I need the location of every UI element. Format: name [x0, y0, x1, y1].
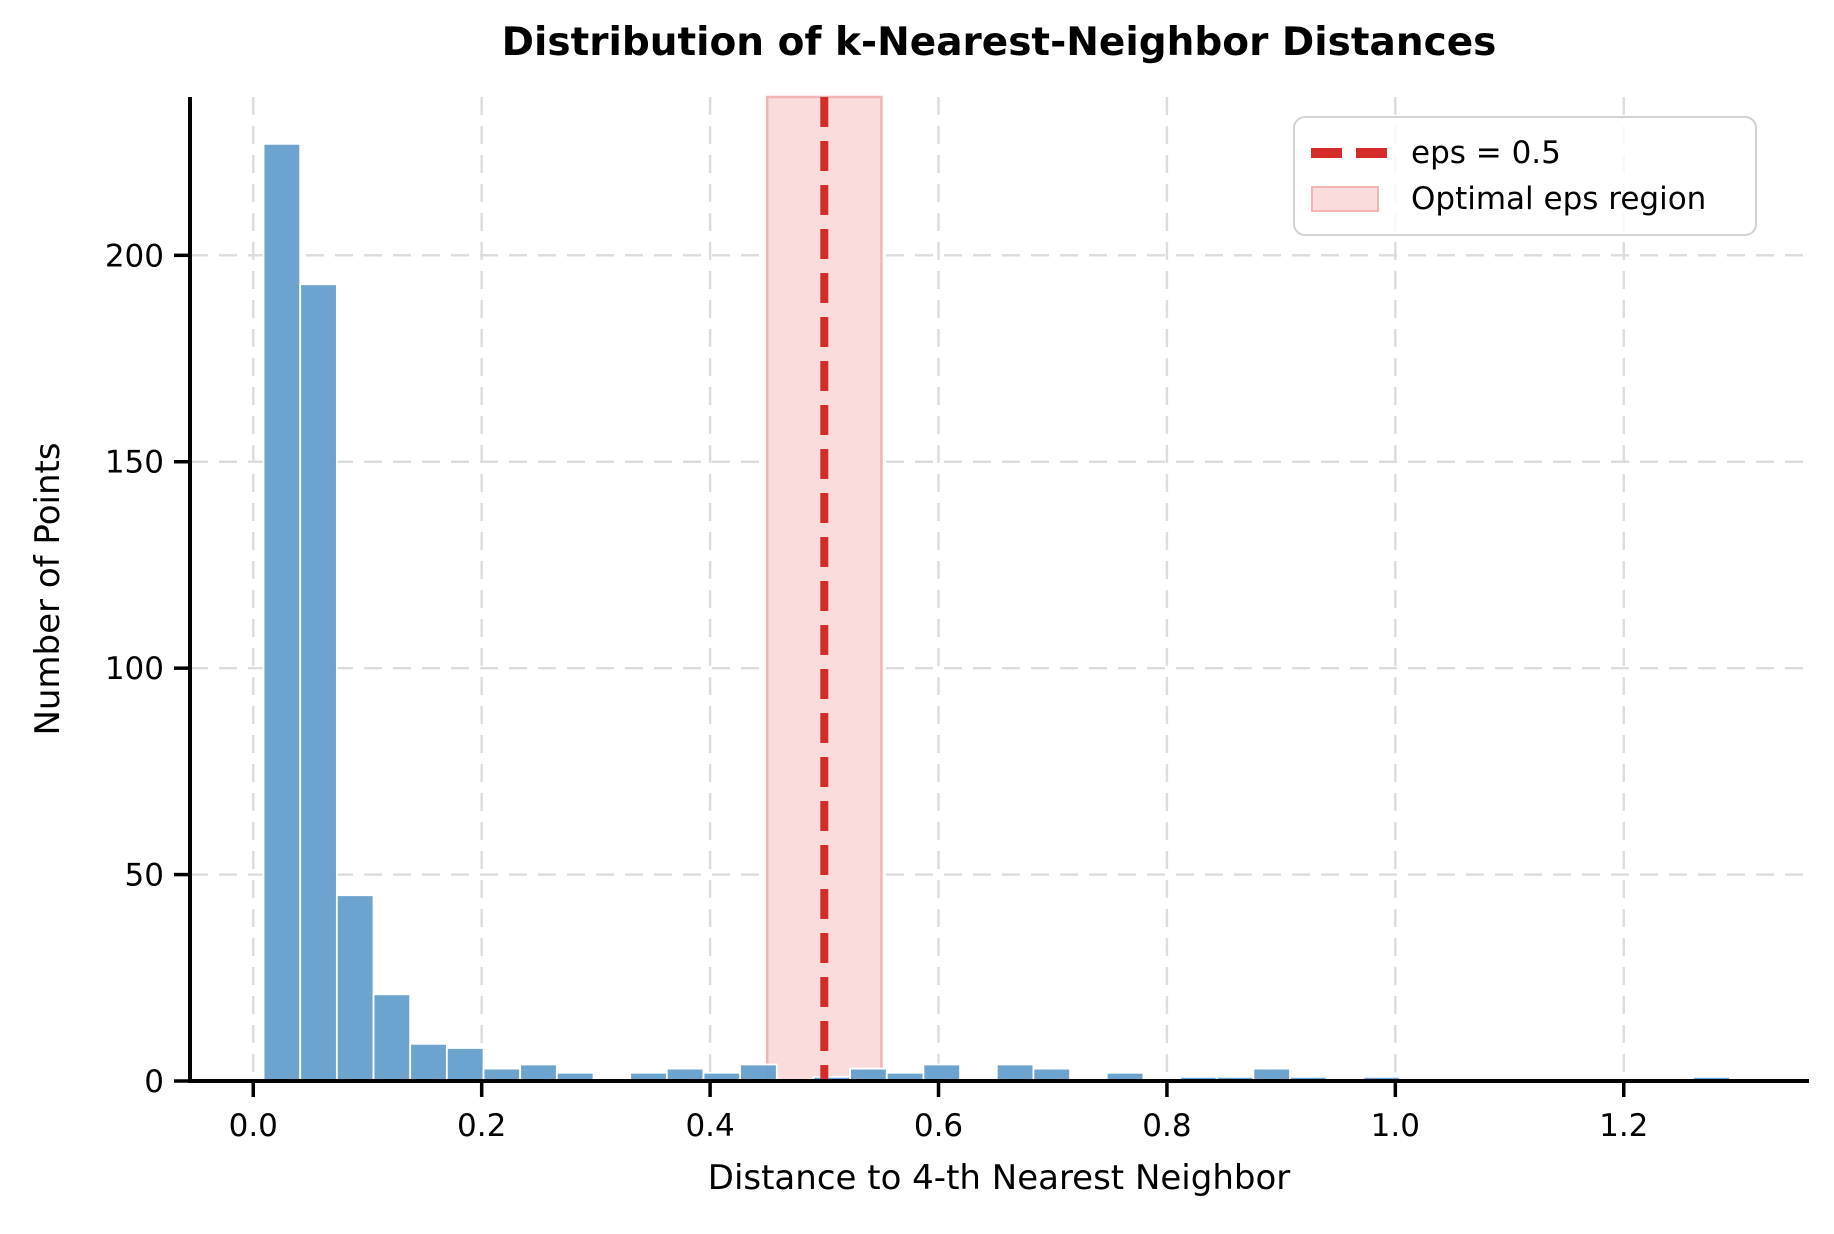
histogram-bar — [262, 142, 302, 1082]
x-tick-label: 0.8 — [1142, 1108, 1191, 1144]
x-axis-label: Distance to 4-th Nearest Neighbor — [707, 1158, 1291, 1198]
y-tick-label: 150 — [105, 445, 164, 481]
y-tick-label: 0 — [144, 1064, 164, 1100]
region-swatch-icon — [1311, 186, 1379, 213]
legend: eps = 0.5 Optimal eps region — [1293, 116, 1757, 236]
x-tick-label: 0.6 — [914, 1108, 963, 1144]
chart-title: Distribution of k-Nearest-Neighbor Dista… — [501, 20, 1497, 65]
filled-box-swatch-icon — [1311, 186, 1387, 213]
x-tick-label: 0.2 — [457, 1108, 506, 1144]
y-tick-label: 100 — [105, 651, 164, 687]
histogram-bar — [372, 993, 412, 1082]
histogram-bar — [335, 894, 375, 1082]
histogram-bar — [995, 1063, 1035, 1082]
x-tick-label: 1.0 — [1371, 1108, 1420, 1144]
x-tick-label: 0.4 — [685, 1108, 734, 1144]
y-tick-label: 200 — [105, 238, 164, 274]
legend-item-eps-line: eps = 0.5 — [1311, 135, 1739, 171]
y-axis-label: Number of Points — [28, 442, 68, 736]
x-tick-label: 1.2 — [1599, 1108, 1648, 1144]
histogram-bar — [519, 1063, 558, 1082]
dashed-line-swatch-icon — [1311, 147, 1387, 158]
histogram-bar — [299, 283, 338, 1082]
histogram-bar — [739, 1063, 778, 1082]
histogram-bar — [409, 1042, 448, 1082]
legend-item-eps-region: Optimal eps region — [1311, 181, 1739, 217]
legend-label-eps-region: Optimal eps region — [1411, 181, 1707, 218]
histogram-bar — [445, 1047, 485, 1082]
dash-segment-icon — [1356, 147, 1387, 158]
histogram-bar — [922, 1063, 961, 1082]
x-tick-label: 0.0 — [229, 1108, 278, 1144]
legend-label-eps-line: eps = 0.5 — [1411, 134, 1561, 171]
y-tick-label: 50 — [125, 858, 164, 894]
dash-segment-icon — [1311, 147, 1342, 158]
